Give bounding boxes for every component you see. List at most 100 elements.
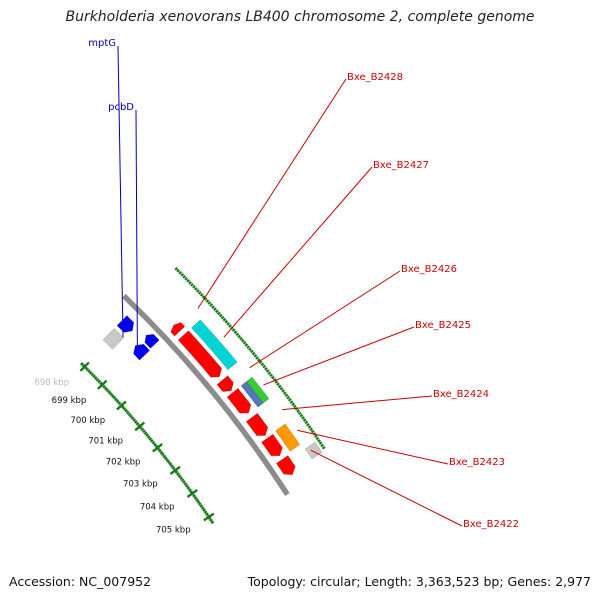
inner-tick-dot bbox=[79, 362, 84, 366]
gene-label: Bxe_B2423 bbox=[449, 457, 505, 468]
scale-tick-label: 699 kbp bbox=[52, 396, 87, 406]
inner-tick-dot bbox=[140, 427, 145, 432]
gene-leader-line bbox=[297, 429, 449, 465]
outer-tick-dot bbox=[213, 307, 217, 312]
outer-tick-dot bbox=[282, 391, 287, 395]
gene-leader-line bbox=[263, 326, 415, 386]
outer-tick-dot bbox=[242, 341, 247, 345]
outer-tick-dot bbox=[244, 343, 249, 347]
gene-label: Bxe_B2428 bbox=[347, 72, 403, 83]
inner-tick-dot bbox=[145, 433, 149, 437]
outer-tick-dot bbox=[192, 284, 196, 289]
outer-tick-dot bbox=[226, 321, 230, 326]
domain-green-block bbox=[246, 376, 270, 404]
outer-tick-dot bbox=[265, 369, 270, 373]
outer-tick-dot bbox=[269, 373, 273, 378]
outer-tick-dot bbox=[267, 371, 272, 375]
outer-tick-dot bbox=[240, 338, 245, 343]
scale-tick-mark bbox=[116, 400, 127, 411]
gene-leader-line bbox=[197, 78, 347, 309]
inner-tick-dot bbox=[186, 486, 191, 490]
gene-leader-line bbox=[282, 395, 433, 411]
scale-tick-label: 698 kbp bbox=[34, 378, 69, 388]
gene-label: Bxe_B2424 bbox=[433, 389, 489, 400]
inner-tick-dot bbox=[129, 414, 133, 419]
inner-tick-dot bbox=[163, 456, 168, 461]
outer-tick-dot bbox=[310, 429, 315, 434]
inner-tick-dot bbox=[88, 370, 93, 375]
inner-tick-dot bbox=[199, 504, 204, 508]
outer-tick-dot bbox=[309, 427, 313, 432]
scale-tick-mark bbox=[169, 465, 181, 475]
inner-tick-dot bbox=[102, 385, 107, 389]
outer-tick-dot bbox=[307, 425, 312, 429]
inner-tick-dot bbox=[151, 440, 156, 445]
outer-tick-dot bbox=[289, 400, 294, 404]
scale-tick-label: 704 kbp bbox=[140, 502, 175, 512]
outer-tick-dot bbox=[196, 289, 200, 293]
inner-tick-dot bbox=[174, 470, 179, 474]
outer-tick-dot bbox=[233, 330, 238, 335]
scale-tick-mark bbox=[203, 512, 215, 522]
inner-tick-dot bbox=[154, 444, 159, 449]
inner-tick-dot bbox=[210, 520, 215, 525]
outer-tick-dot bbox=[262, 364, 267, 369]
outer-tick-dot bbox=[249, 349, 254, 354]
outer-tick-dot bbox=[224, 319, 229, 324]
inner-tick-dot bbox=[122, 407, 127, 411]
inner-tick-dot bbox=[146, 435, 151, 439]
outer-tick-dot bbox=[180, 272, 185, 277]
outer-tick-dot bbox=[274, 380, 279, 384]
scale-tick-mark bbox=[79, 361, 90, 372]
inner-tick-dot bbox=[171, 466, 176, 470]
outer-tick-dot bbox=[276, 382, 280, 386]
outer-tick-dot bbox=[176, 268, 181, 273]
scale-tick-label: 701 kbp bbox=[88, 437, 123, 447]
inner-tick-dot bbox=[157, 448, 162, 453]
outer-tick-dot bbox=[264, 366, 268, 371]
outer-tick-dot bbox=[251, 351, 256, 356]
outer-tick-dot bbox=[257, 358, 261, 362]
outer-tick-dot bbox=[246, 345, 251, 349]
outer-tick-dot bbox=[228, 324, 232, 328]
outer-tick-dot bbox=[188, 280, 192, 285]
domain-cyan-block bbox=[190, 319, 238, 371]
inner-tick-dot bbox=[85, 367, 89, 371]
outer-tick-dot bbox=[271, 375, 275, 380]
outer-tick-dot bbox=[304, 420, 309, 425]
inner-tick-dot bbox=[107, 390, 112, 395]
inner-tick-dot bbox=[142, 429, 146, 434]
outer-tick-dot bbox=[314, 434, 318, 438]
gene-leader-line bbox=[223, 166, 373, 338]
outer-tick-dot bbox=[209, 303, 214, 307]
inner-tick-dot bbox=[125, 410, 130, 415]
gene-red-block bbox=[245, 412, 269, 436]
inner-tick-dot bbox=[165, 458, 170, 462]
outer-tick-dot bbox=[301, 416, 305, 420]
outer-tick-dot bbox=[220, 315, 225, 320]
inner-tick-dot bbox=[130, 416, 135, 420]
outer-tick-dot bbox=[239, 336, 243, 341]
gene-mptG-block bbox=[116, 315, 135, 333]
outer-tick-dot bbox=[320, 443, 325, 448]
gene-label: Bxe_B2425 bbox=[415, 320, 471, 331]
inner-tick-dot bbox=[95, 377, 100, 382]
scale-tick-mark bbox=[186, 488, 198, 498]
inner-tick-dot bbox=[182, 480, 186, 484]
gene-label: Bxe_B2427 bbox=[373, 160, 429, 171]
inner-tick-dot bbox=[162, 454, 167, 459]
inner-tick-dot bbox=[179, 476, 183, 480]
inner-tick-dot bbox=[114, 397, 118, 402]
inner-tick-dot bbox=[160, 452, 165, 457]
outer-tick-dot bbox=[296, 409, 301, 413]
scale-tick-mark bbox=[134, 421, 146, 432]
inner-tick-dot bbox=[207, 516, 212, 521]
scale-tick-label: 705 kbp bbox=[156, 525, 191, 535]
outer-tick-dot bbox=[211, 305, 215, 310]
inner-tick-dot bbox=[92, 374, 96, 379]
scale-tick-label: 703 kbp bbox=[123, 480, 158, 490]
inner-tick-dot bbox=[117, 401, 122, 406]
inner-tick-dot bbox=[205, 512, 209, 516]
outer-tick-dot bbox=[318, 441, 323, 445]
inner-tick-dot bbox=[189, 490, 194, 494]
